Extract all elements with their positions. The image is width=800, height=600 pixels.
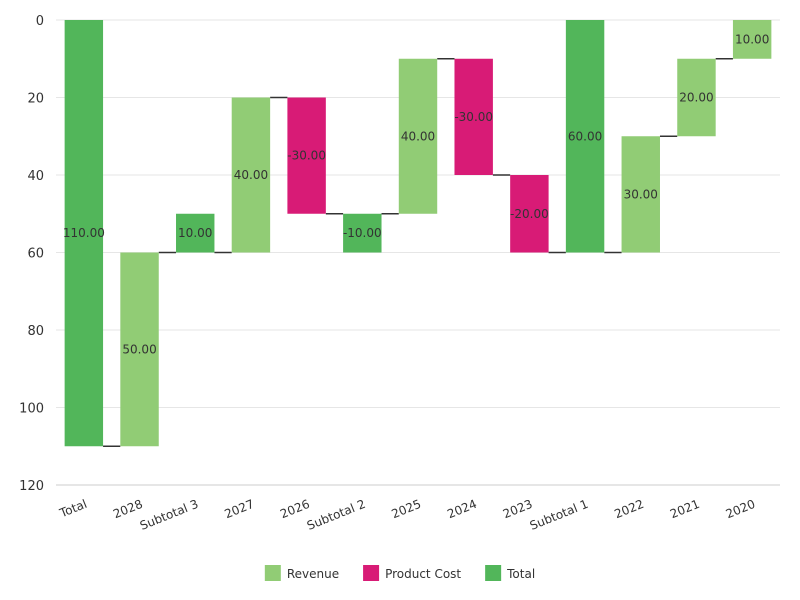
legend-label-total: Total <box>506 567 535 581</box>
data-label: 110.00 <box>63 226 105 240</box>
x-tick-label: 2023 <box>501 497 535 521</box>
x-tick-label: 2026 <box>278 497 312 521</box>
data-label: 50.00 <box>122 342 156 356</box>
data-label: -20.00 <box>510 207 549 221</box>
legend-label-cost: Product Cost <box>385 567 461 581</box>
bar-revenue <box>732 20 772 59</box>
legend-label-revenue: Revenue <box>287 567 339 581</box>
x-tick-label: 2022 <box>612 497 646 521</box>
legend-swatch-total <box>485 565 502 581</box>
x-tick-label: Subtotal 2 <box>305 497 367 533</box>
data-label: 20.00 <box>679 91 713 105</box>
y-tick-label: 100 <box>19 402 44 417</box>
y-tick-label: 120 <box>19 479 44 494</box>
x-tick-label: Subtotal 1 <box>528 497 590 533</box>
bar-revenue <box>621 136 660 253</box>
y-tick-label: 80 <box>27 324 44 339</box>
y-tick-label: 0 <box>36 14 44 29</box>
y-tick-label: 40 <box>27 169 44 184</box>
bar-cost <box>287 97 326 214</box>
y-tick-label: 60 <box>27 247 44 262</box>
x-tick-label: Subtotal 3 <box>138 497 200 533</box>
bar-total <box>343 213 382 253</box>
bar-revenue <box>398 58 438 214</box>
bar-cost <box>454 58 493 175</box>
data-label: -30.00 <box>454 110 493 124</box>
data-label: -10.00 <box>343 226 382 240</box>
bar-total <box>565 20 605 253</box>
data-label: 10.00 <box>735 32 769 46</box>
bar-total <box>64 20 104 447</box>
bar-revenue <box>120 252 159 447</box>
bar-revenue <box>677 58 716 137</box>
x-tick-label: 2027 <box>222 497 256 521</box>
data-label: 40.00 <box>401 129 435 143</box>
data-label: 60.00 <box>568 129 602 143</box>
x-tick-label: 2024 <box>445 497 479 521</box>
y-tick-label: 20 <box>27 92 44 107</box>
bar-revenue <box>231 97 271 253</box>
bar-cost <box>510 175 549 253</box>
data-label: 10.00 <box>178 226 212 240</box>
x-tick-label: 2025 <box>390 497 424 521</box>
x-tick-label: 2021 <box>668 497 702 521</box>
x-tick-label: Total <box>57 497 89 521</box>
x-tick-label: 2028 <box>111 497 145 521</box>
data-label: -30.00 <box>287 149 326 163</box>
data-label: 40.00 <box>234 168 268 182</box>
legend-swatch-revenue <box>264 565 281 581</box>
bar-total <box>176 213 215 253</box>
x-tick-label: 2020 <box>724 497 758 521</box>
data-label: 30.00 <box>624 187 658 201</box>
legend-swatch-cost <box>363 565 380 581</box>
